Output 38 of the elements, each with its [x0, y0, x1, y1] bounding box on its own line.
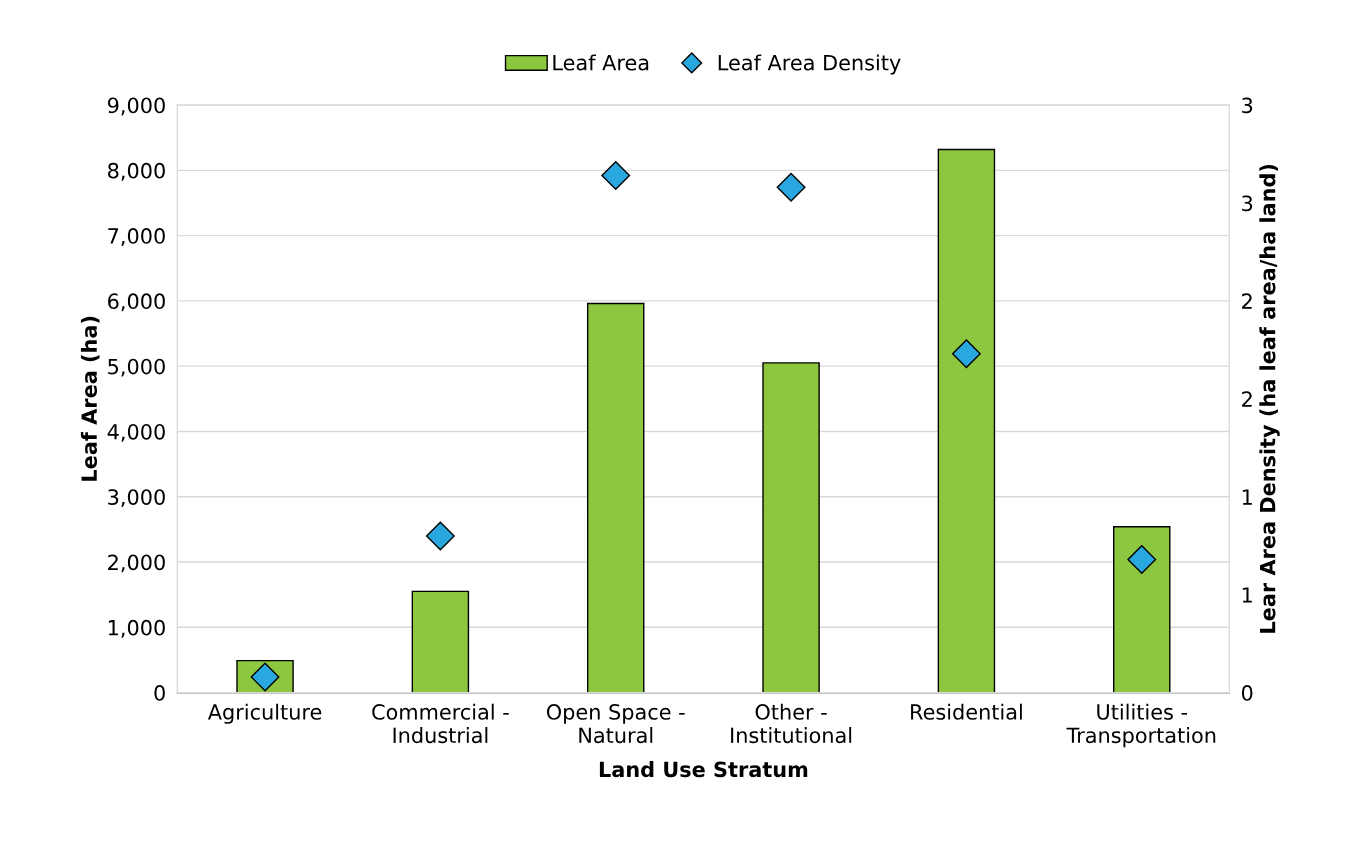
y2-tick-label: 1 [1242, 587, 1252, 603]
legend-label: Leaf Area Density [718, 54, 901, 75]
bar [411, 590, 470, 693]
y2-tick-label: 0 [1241, 685, 1253, 701]
y-tick-label: 4,000 [107, 423, 165, 442]
y-tick-label: 5,000 [108, 358, 165, 377]
y2-axis-title: Lear Area Density (ha leaf area/ha land) [1259, 164, 1280, 633]
y-tick-label: 8,000 [108, 162, 165, 181]
x-tick-label: Open Space - Natural [546, 704, 685, 744]
y2-tick-label: 3 [1242, 195, 1253, 212]
y-tick-label: 2,000 [108, 554, 165, 573]
bar [937, 148, 996, 693]
y2-tick-label: 2 [1242, 293, 1252, 309]
bar [762, 362, 820, 693]
x-axis-title: Land Use Stratum [599, 761, 808, 778]
y2-tick-label: 1 [1242, 489, 1252, 505]
y2-tick-label: 2 [1242, 391, 1252, 407]
x-tick-label: Residential [911, 703, 1022, 720]
point [1127, 544, 1157, 574]
y-tick-label: 1,000 [108, 619, 165, 638]
y-axis-title: Leaf Area (ha) [80, 316, 100, 481]
point [951, 339, 981, 369]
x-tick-label: Utilities - Transportation [1066, 703, 1216, 748]
point [601, 161, 631, 190]
y-tick-label: 0 [154, 685, 165, 701]
y-tick-label: 3,000 [108, 489, 165, 508]
y2-tick-label: 3 [1242, 97, 1253, 114]
point [425, 521, 455, 551]
bar [586, 302, 645, 693]
point [776, 172, 806, 202]
y-tick-label: 7,000 [108, 228, 165, 246]
x-tick-label: Other - Institutional [731, 703, 852, 744]
x-tick-label: Agriculture [207, 703, 322, 724]
x-tick-label: Commercial - Industrial [372, 703, 509, 744]
y-tick-label: 6,000 [108, 293, 165, 312]
bar [1113, 526, 1171, 693]
legend-label: Leaf Area [553, 54, 649, 71]
y-tick-label: 9,000 [107, 97, 165, 116]
